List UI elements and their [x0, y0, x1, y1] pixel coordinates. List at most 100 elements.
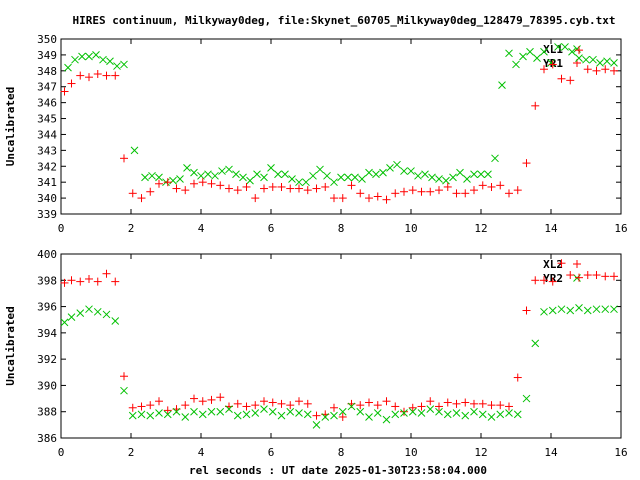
- x-tick-label: 14: [544, 222, 558, 235]
- data-point: [338, 412, 347, 421]
- data-point: [568, 47, 576, 56]
- y-tick-label: 396: [37, 301, 57, 314]
- data-point: [417, 409, 426, 417]
- data-point: [242, 182, 251, 191]
- data-point: [146, 401, 155, 410]
- data-point: [277, 399, 286, 408]
- data-point: [365, 168, 373, 177]
- y-tick-label: 394: [37, 327, 57, 340]
- data-point: [414, 171, 422, 180]
- data-point: [316, 165, 324, 174]
- data-point: [531, 276, 540, 285]
- legend-label: XL2: [543, 258, 563, 271]
- data-point: [487, 401, 496, 410]
- data-point: [391, 189, 400, 198]
- data-point: [478, 410, 487, 419]
- data-point: [358, 175, 366, 183]
- data-point: [60, 318, 69, 327]
- data-point: [547, 59, 555, 67]
- data-point: [601, 305, 610, 314]
- data-point: [452, 189, 461, 198]
- data-point: [338, 194, 347, 203]
- data-point: [295, 178, 303, 187]
- data-point: [452, 409, 461, 417]
- data-point: [456, 168, 464, 177]
- data-point: [484, 170, 492, 179]
- x-tick-label: 6: [268, 222, 275, 235]
- data-point: [85, 73, 93, 82]
- data-point: [566, 306, 575, 315]
- y-tick-label: 345: [37, 113, 57, 126]
- data-point: [449, 173, 457, 182]
- data-point: [85, 274, 93, 283]
- data-point: [463, 175, 471, 183]
- y-tick-label: 388: [37, 406, 57, 419]
- data-point: [505, 189, 513, 198]
- data-point: [382, 397, 391, 406]
- data-point: [400, 407, 408, 416]
- data-point: [408, 403, 417, 412]
- data-point: [461, 189, 470, 198]
- data-point: [470, 186, 478, 195]
- data-point: [351, 173, 359, 182]
- data-point: [386, 164, 394, 172]
- data-point: [596, 59, 604, 67]
- data-point: [435, 175, 443, 183]
- data-point: [540, 47, 548, 56]
- data-point: [312, 411, 321, 420]
- data-point: [268, 407, 277, 416]
- data-point: [207, 395, 216, 404]
- data-point: [233, 411, 242, 420]
- data-point: [428, 173, 436, 182]
- x-tick-label: 2: [128, 446, 135, 459]
- data-point: [365, 194, 373, 203]
- data-point: [146, 187, 155, 196]
- data-point: [513, 410, 522, 419]
- data-point: [102, 310, 111, 319]
- data-point: [211, 171, 219, 180]
- data-point: [303, 399, 312, 408]
- data-point: [554, 43, 562, 51]
- data-point: [102, 269, 111, 278]
- data-point: [218, 167, 226, 175]
- data-point: [85, 52, 93, 61]
- data-point: [198, 410, 207, 419]
- data-point: [391, 410, 400, 419]
- y-tick-label: 349: [37, 49, 57, 62]
- x-tick-label: 2: [128, 222, 135, 235]
- data-point: [106, 57, 114, 66]
- data-point: [120, 154, 128, 163]
- data-point: [443, 398, 452, 407]
- data-point: [78, 52, 86, 61]
- data-point: [76, 277, 85, 286]
- x-tick-label: 10: [404, 446, 417, 459]
- data-point: [491, 154, 499, 163]
- x-tick-label: 8: [338, 222, 345, 235]
- x-tick-label: 16: [614, 222, 627, 235]
- data-point: [176, 175, 184, 183]
- x-tick-label: 0: [58, 446, 65, 459]
- data-point: [242, 410, 251, 419]
- data-point: [426, 405, 435, 413]
- data-point: [379, 168, 387, 177]
- data-point: [522, 159, 531, 168]
- data-point: [286, 407, 295, 416]
- data-point: [365, 398, 373, 407]
- data-point: [239, 173, 247, 182]
- data-point: [163, 178, 172, 187]
- data-point: [512, 60, 520, 69]
- x-axis-label: rel seconds : UT date 2025-01-30T23:58:0…: [189, 464, 487, 477]
- y-tick-label: 392: [37, 353, 57, 366]
- data-point: [548, 306, 557, 315]
- data-point: [137, 402, 146, 411]
- data-point: [557, 305, 566, 314]
- data-point: [408, 407, 417, 416]
- data-point: [583, 65, 592, 74]
- data-point: [60, 87, 69, 96]
- data-point: [216, 407, 225, 416]
- data-point: [337, 173, 345, 182]
- data-point: [531, 339, 540, 348]
- data-point: [172, 407, 181, 416]
- data-point: [85, 305, 93, 314]
- data-point: [435, 402, 443, 411]
